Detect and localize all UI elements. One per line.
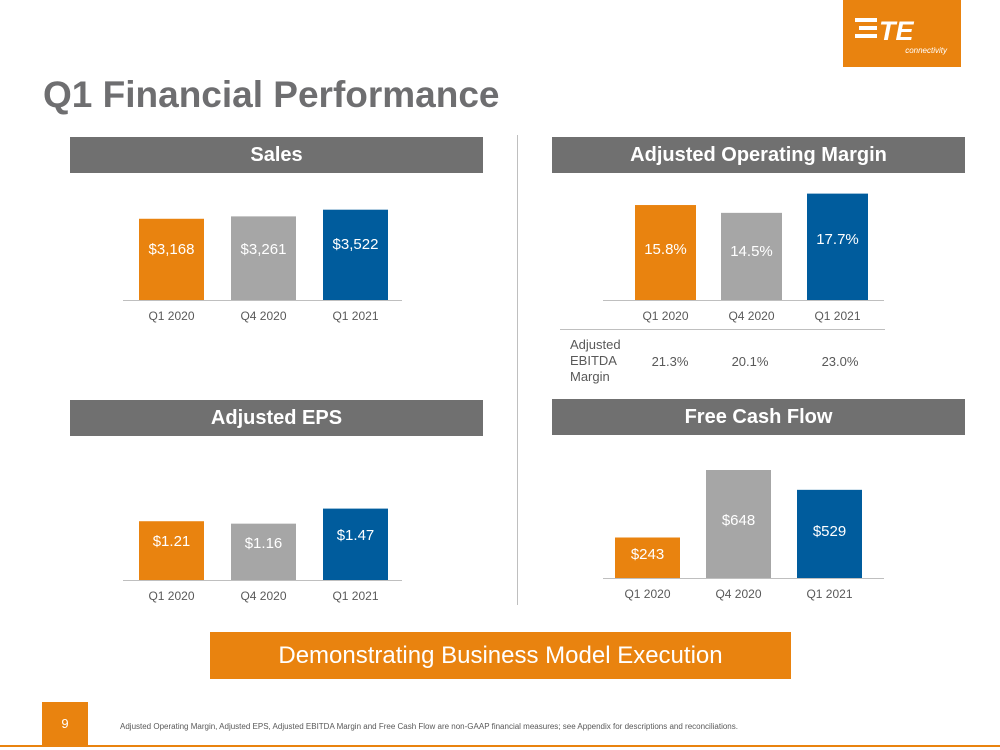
ebitda-row-label: Adjusted EBITDA Margin (570, 337, 621, 385)
x-tick-label: Q1 2020 (624, 587, 670, 601)
data-label: $243 (631, 546, 664, 563)
free-cash-flow-chart: $243 Q1 2020 $648 Q4 2020 $529 Q1 2021 (603, 470, 884, 601)
x-tick-label: Q4 2020 (728, 309, 774, 323)
x-tick-label: Q1 2021 (806, 587, 852, 601)
ebitda-label-line: Margin (570, 369, 610, 384)
x-tick-label: Q1 2021 (332, 309, 378, 323)
adjusted-eps-chart: $1.21 Q1 2020 $1.16 Q4 2020 $1.47 Q1 2021 (123, 508, 402, 603)
ebitda-value-q4-2020: 20.1% (731, 354, 769, 369)
bar-q1-2021 (323, 508, 388, 580)
data-label: $648 (722, 512, 755, 529)
x-tick-label: Q1 2021 (332, 589, 378, 603)
x-tick-label: Q1 2021 (814, 309, 860, 323)
footer-line (0, 745, 1000, 747)
x-tick-label: Q4 2020 (240, 309, 286, 323)
bar-q4-2020 (706, 470, 771, 578)
page-number: 9 (42, 702, 88, 746)
vertical-divider (517, 135, 518, 605)
data-label: $1.16 (245, 535, 283, 552)
data-label: 17.7% (816, 231, 859, 248)
te-logo-mark: TE (855, 16, 914, 46)
bar-q4-2020 (721, 212, 782, 300)
data-label: $1.47 (337, 527, 375, 544)
adjusted-operating-margin-header: Adjusted Operating Margin (552, 137, 965, 173)
free-cash-flow-header: Free Cash Flow (552, 399, 965, 435)
x-tick-label: Q1 2020 (642, 309, 688, 323)
ebitda-value-q1-2020: 21.3% (651, 354, 689, 369)
x-tick-label: Q1 2020 (148, 589, 194, 603)
page-title: Q1 Financial Performance (43, 74, 500, 115)
data-label: 15.8% (644, 241, 687, 258)
bar-q1-2020 (139, 218, 204, 300)
adjusted-operating-margin-chart: 15.8% Q1 2020 14.5% Q4 2020 17.7% Q1 2021 (603, 193, 884, 323)
bar-q1-2020 (139, 521, 204, 580)
bar-q4-2020 (231, 216, 296, 300)
bar-q4-2020 (231, 523, 296, 580)
footnote: Adjusted Operating Margin, Adjusted EPS,… (120, 722, 738, 731)
sales-header: Sales (70, 137, 483, 173)
adjusted-eps-header: Adjusted EPS (70, 400, 483, 436)
data-label: $3,261 (241, 241, 287, 258)
ebitda-label-line: Adjusted (570, 337, 621, 352)
ebitda-label-line: EBITDA (570, 353, 617, 368)
x-tick-label: Q1 2020 (148, 309, 194, 323)
bar-q1-2020 (635, 205, 696, 300)
ebitda-separator (560, 329, 885, 330)
data-label: $529 (813, 523, 846, 540)
data-label: $1.21 (153, 533, 191, 550)
data-label: 14.5% (730, 243, 773, 260)
banner: Demonstrating Business Model Execution (210, 632, 791, 679)
bar-q1-2021 (807, 193, 868, 300)
data-label: $3,522 (333, 236, 379, 253)
sales-chart: $3,168 Q1 2020 $3,261 Q4 2020 $3,522 Q1 2021 (123, 209, 402, 323)
bar-q1-2020 (615, 537, 680, 578)
x-tick-label: Q4 2020 (240, 589, 286, 603)
te-connectivity-logo: TE connectivity (843, 0, 961, 67)
x-tick-label: Q4 2020 (715, 587, 761, 601)
bar-q1-2021 (797, 489, 862, 578)
bar-q1-2021 (323, 209, 388, 300)
logo-subtitle: connectivity (905, 46, 947, 55)
ebitda-value-q1-2021: 23.0% (821, 354, 859, 369)
data-label: $3,168 (149, 241, 195, 258)
logo-text: TE (879, 16, 914, 46)
